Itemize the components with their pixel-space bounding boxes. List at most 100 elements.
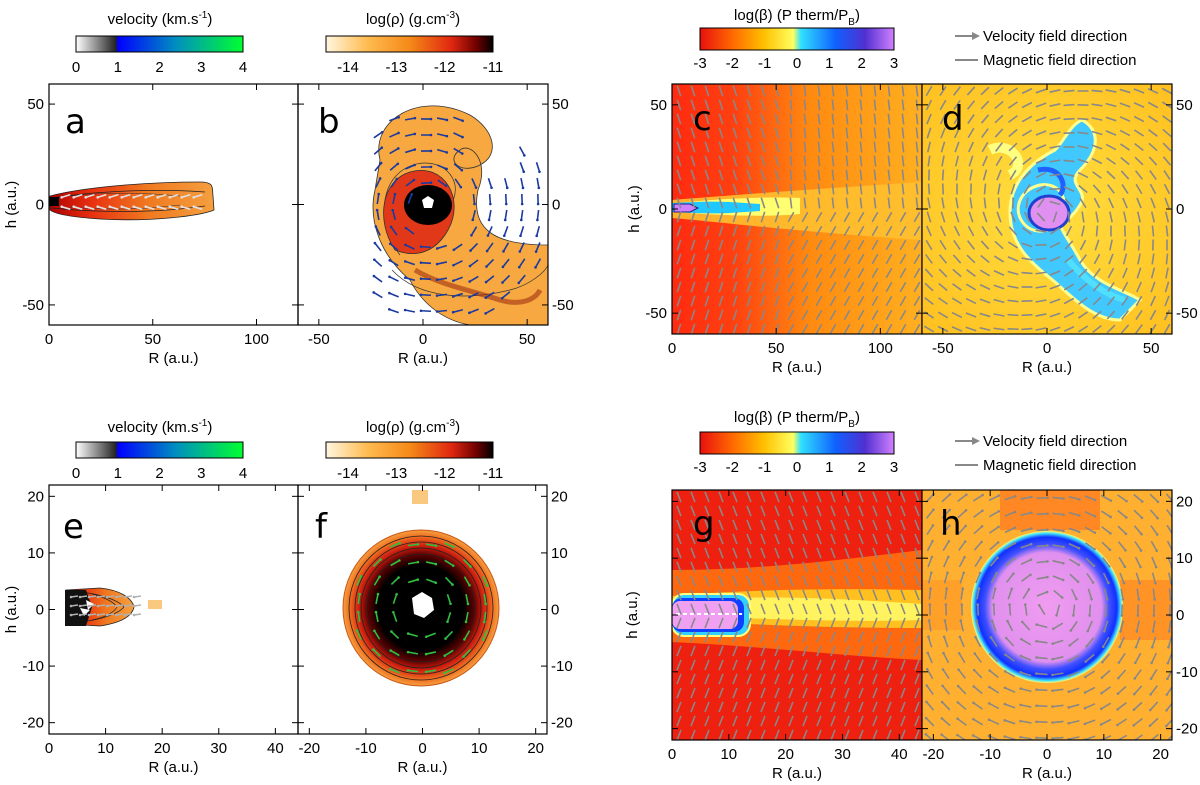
field-arrow — [704, 309, 710, 321]
field-arrow — [1049, 312, 1061, 318]
field-arrow — [857, 267, 865, 279]
field-arrow — [676, 491, 682, 503]
field-arrow — [830, 547, 836, 559]
field-arrow — [926, 524, 934, 536]
field-arrow — [453, 243, 463, 251]
arrow-head — [1035, 672, 1038, 675]
field-arrow — [373, 131, 383, 139]
field-arrow — [900, 687, 906, 699]
field-arrow — [690, 617, 696, 629]
field-arrow — [857, 281, 865, 293]
field-arrow — [788, 659, 794, 671]
field-arrow — [718, 141, 724, 153]
field-arrow — [872, 505, 878, 517]
field-arrow — [718, 281, 724, 293]
field-arrow — [676, 561, 682, 573]
arrow-head — [374, 610, 378, 614]
arrow-head — [1067, 706, 1070, 709]
arrow-head — [1019, 671, 1023, 674]
field-arrow — [994, 128, 1004, 138]
field-arrow — [872, 575, 878, 587]
field-arrow — [913, 211, 921, 223]
field-arrow — [959, 572, 965, 584]
field-arrow — [690, 295, 696, 307]
field-arrow — [420, 261, 432, 265]
field-arrow — [690, 715, 696, 727]
field-arrow — [375, 611, 379, 623]
field-arrow — [899, 253, 907, 265]
field-arrow — [802, 617, 808, 629]
arrow-head — [947, 539, 951, 543]
arrow-head — [534, 266, 537, 269]
field-arrow — [389, 243, 399, 251]
field-arrow — [718, 603, 724, 615]
field-arrow — [404, 309, 416, 313]
field-arrow — [1037, 198, 1045, 208]
field-arrow — [690, 547, 696, 559]
arrow-head — [469, 565, 472, 568]
field-arrow — [1167, 572, 1172, 584]
field-arrow — [732, 589, 738, 601]
field-arrow — [817, 127, 821, 139]
field-arrow — [927, 636, 933, 648]
field-arrow — [704, 715, 710, 727]
field-arrow — [746, 659, 752, 671]
field-arrow — [926, 113, 932, 125]
field-arrow — [981, 141, 989, 153]
field-arrow — [436, 277, 448, 281]
arrow-head — [1148, 724, 1152, 728]
y-tick-label: 0 — [36, 197, 44, 214]
arrow-head — [929, 587, 932, 590]
arrow-head — [960, 603, 964, 606]
field-arrow — [704, 99, 710, 111]
field-arrow — [718, 729, 724, 740]
field-arrow — [1084, 686, 1096, 694]
arrow-head — [517, 281, 521, 285]
field-arrow — [518, 258, 526, 268]
field-arrow — [704, 701, 710, 713]
arrow-head — [192, 196, 196, 199]
field-arrow — [1106, 324, 1116, 334]
field-arrow — [871, 225, 879, 237]
arrow-head — [990, 619, 994, 623]
field-arrow — [886, 701, 892, 713]
field-arrow — [926, 685, 934, 695]
field-arrow — [407, 194, 413, 204]
x-axis-label: R (a.u.) — [398, 350, 448, 367]
field-arrow — [1035, 88, 1047, 94]
field-arrow — [942, 540, 950, 552]
field-arrow — [746, 575, 752, 587]
field-arrow — [887, 127, 891, 139]
field-arrow — [704, 659, 710, 671]
arrow-head — [397, 147, 400, 150]
field-arrow — [1035, 327, 1047, 331]
field-arrow — [1084, 703, 1096, 709]
arrow-head — [925, 667, 929, 671]
arrow-head — [1012, 572, 1015, 575]
arrow-head — [379, 558, 382, 561]
field-arrow — [1164, 197, 1170, 209]
field-arrow — [373, 275, 383, 283]
arrow-head — [391, 208, 395, 212]
field-arrow — [960, 588, 964, 600]
field-arrow — [1036, 672, 1048, 676]
field-arrow — [704, 519, 710, 531]
colorbar-tick: 2 — [857, 55, 865, 72]
velocity-arrows — [69, 595, 142, 617]
field-arrow — [980, 86, 990, 96]
field-arrow — [1052, 704, 1064, 708]
field-arrow — [1168, 620, 1172, 632]
field-arrow — [816, 631, 822, 643]
field-arrow — [1165, 225, 1169, 237]
field-arrow — [1118, 653, 1126, 663]
field-arrow — [375, 178, 381, 188]
field-arrow — [941, 493, 951, 503]
field-arrow — [760, 239, 766, 251]
field-arrow — [1063, 283, 1075, 291]
field-arrow — [1120, 588, 1124, 600]
arrow-head — [376, 592, 380, 596]
field-arrow — [1021, 313, 1033, 317]
field-arrow — [829, 323, 837, 334]
arrow-head — [483, 620, 486, 624]
